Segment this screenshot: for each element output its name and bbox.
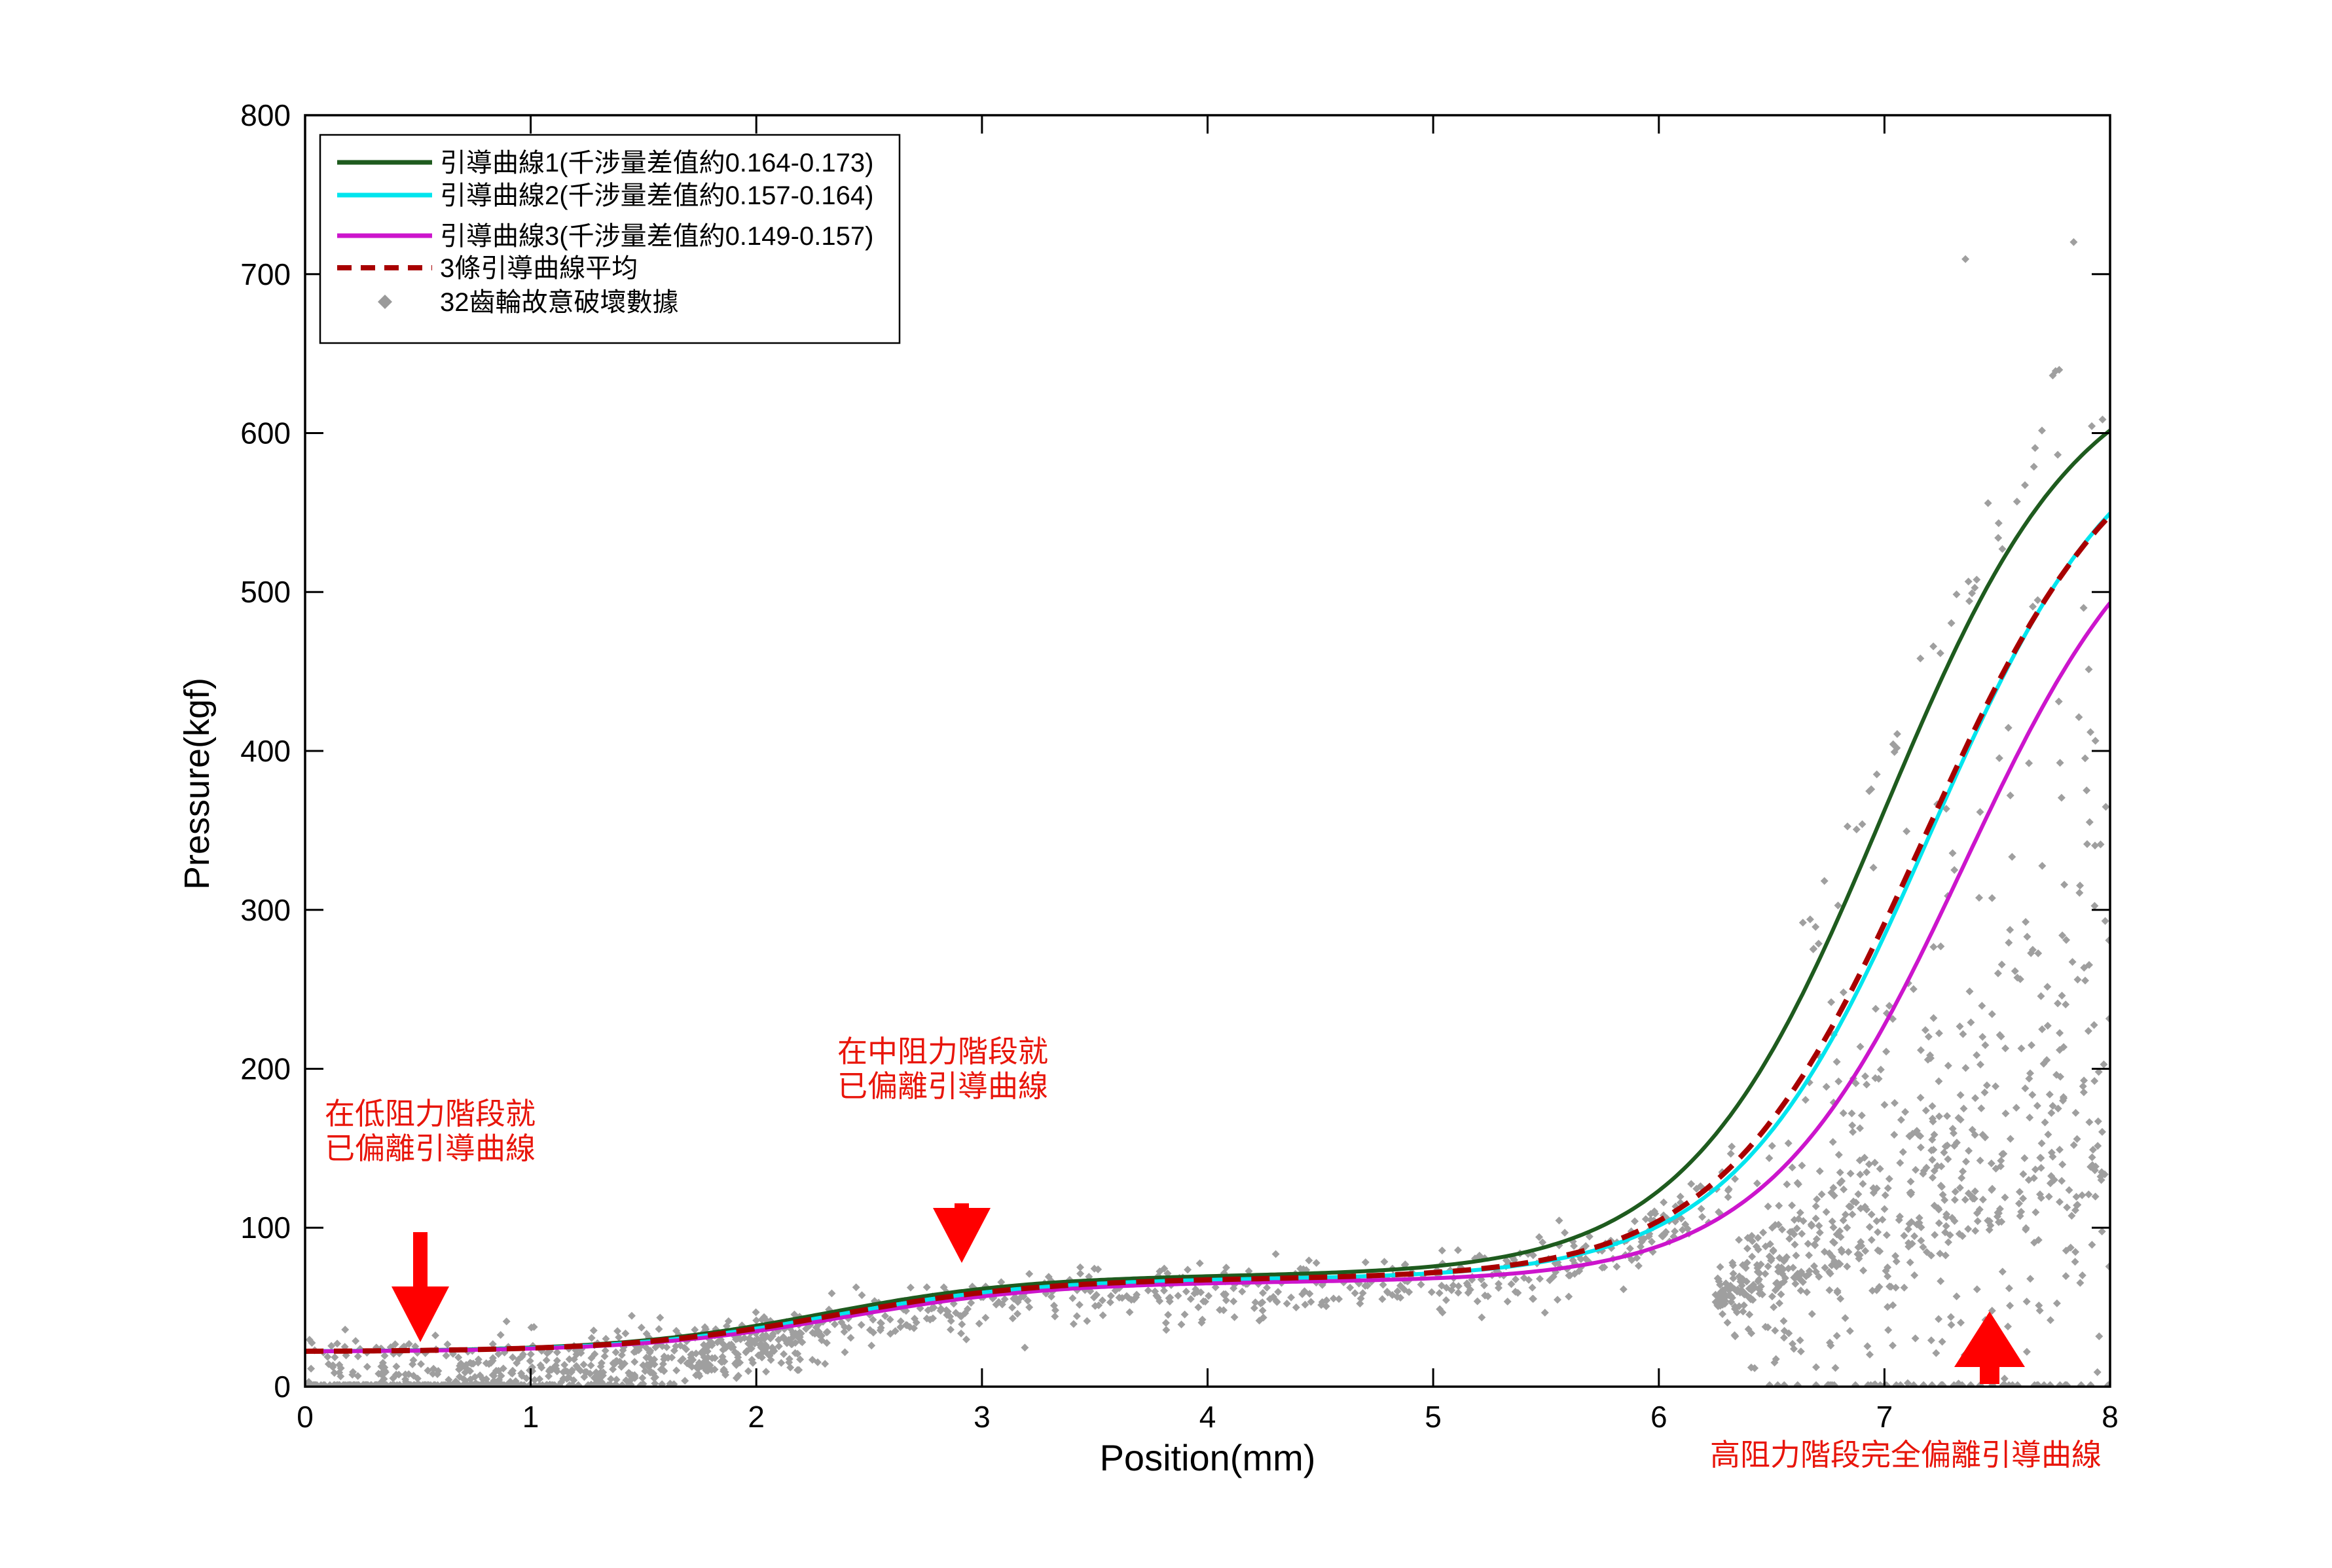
svg-text:3: 3 <box>974 1400 991 1434</box>
svg-text:700: 700 <box>240 257 291 291</box>
svg-text:引導曲線2(千涉量差值約0.157-0.164): 引導曲線2(千涉量差值約0.157-0.164) <box>440 181 873 210</box>
svg-text:3條引導曲線平均: 3條引導曲線平均 <box>440 254 638 283</box>
svg-text:1: 1 <box>522 1400 539 1434</box>
svg-text:Position(mm): Position(mm) <box>1100 1437 1316 1478</box>
svg-text:0: 0 <box>297 1400 314 1434</box>
svg-text:4: 4 <box>1199 1400 1216 1434</box>
svg-text:100: 100 <box>240 1211 291 1245</box>
svg-text:500: 500 <box>240 575 291 609</box>
svg-text:8: 8 <box>2102 1400 2119 1434</box>
svg-text:300: 300 <box>240 893 291 927</box>
svg-text:2: 2 <box>748 1400 765 1434</box>
svg-text:0: 0 <box>274 1370 291 1404</box>
svg-text:5: 5 <box>1425 1400 1442 1434</box>
svg-text:200: 200 <box>240 1052 291 1086</box>
svg-text:600: 600 <box>240 416 291 450</box>
svg-text:800: 800 <box>240 98 291 132</box>
svg-text:引導曲線3(千涉量差值約0.149-0.157): 引導曲線3(千涉量差值約0.149-0.157) <box>440 222 873 251</box>
svg-text:400: 400 <box>240 734 291 768</box>
svg-text:7: 7 <box>1876 1400 1893 1434</box>
svg-text:6: 6 <box>1650 1400 1667 1434</box>
svg-text:32齒輪故意破壞數據: 32齒輪故意破壞數據 <box>440 288 679 317</box>
svg-text:Pressure(kgf): Pressure(kgf) <box>177 678 217 890</box>
svg-text:引導曲線1(千涉量差值約0.164-0.173): 引導曲線1(千涉量差值約0.164-0.173) <box>440 149 873 177</box>
